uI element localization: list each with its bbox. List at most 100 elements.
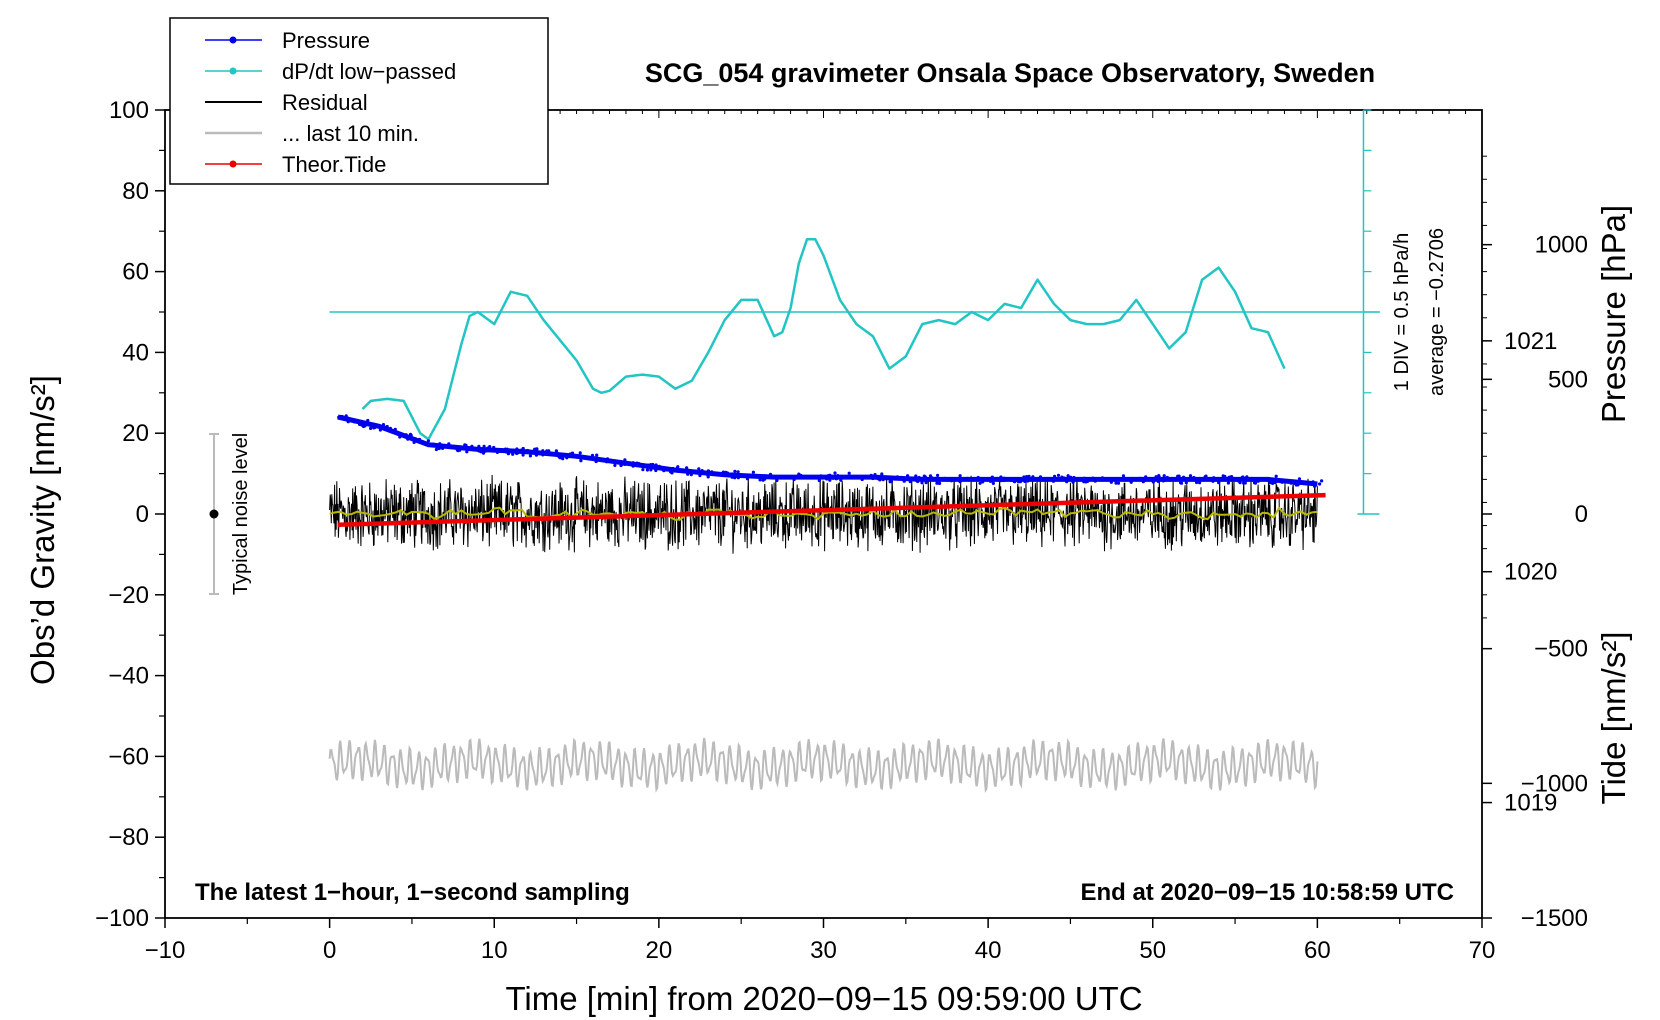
pressure-point: [879, 474, 884, 478]
pressure-point: [492, 445, 496, 450]
pressure-point: [447, 442, 451, 446]
pressure-point: [736, 470, 740, 474]
pressure-point: [438, 442, 442, 446]
pressure-point: [465, 450, 469, 454]
pressure-point: [819, 474, 823, 478]
pressure-point: [657, 464, 661, 468]
pressure-point: [360, 423, 364, 427]
pressure-point: [999, 479, 1003, 483]
pressure-point: [769, 475, 773, 479]
pressure-point: [871, 476, 875, 481]
pressure-point: [1274, 474, 1278, 478]
pressure-point: [477, 444, 481, 448]
pressure-point: [671, 466, 675, 471]
pressure-point: [641, 468, 645, 472]
pressure-point: [965, 476, 970, 480]
y-tick-label: −60: [108, 743, 149, 770]
pressure-point: [930, 476, 934, 480]
pressure-point: [503, 447, 507, 451]
pressure-point: [675, 466, 680, 470]
pressure-point: [1297, 477, 1302, 481]
pressure-point: [1129, 480, 1133, 484]
pressure-point: [942, 476, 947, 480]
pressure-point: [662, 469, 666, 473]
pressure-point: [406, 437, 410, 441]
y-axis-ticks: −100 −80 −60 −40 −20 0 20 40 60 80 100: [95, 97, 165, 932]
pressure-point: [1039, 478, 1043, 482]
pressure-point: [413, 437, 418, 441]
chart-title: SCG_054 gravimeter Onsala Space Observat…: [645, 58, 1375, 88]
pressure-point: [933, 476, 938, 480]
pressure-point: [344, 415, 348, 420]
pressure-point: [410, 437, 414, 441]
pressure-point: [991, 481, 996, 485]
pressure-point: [686, 472, 690, 476]
pressure-point: [936, 473, 940, 477]
legend-marker: [229, 160, 237, 168]
pressure-point: [1157, 476, 1161, 480]
pressure-point: [1194, 477, 1198, 481]
tide-tick-label: −1000: [1521, 770, 1588, 797]
pressure-point: [506, 452, 510, 456]
pressure-point: [494, 448, 498, 452]
pressure-point: [1192, 475, 1196, 480]
pressure-point: [620, 462, 624, 466]
pressure-point: [730, 475, 734, 479]
pressure-point: [1116, 481, 1121, 485]
pressure-point: [354, 419, 358, 423]
pressure-point: [1144, 475, 1148, 479]
pressure-point: [719, 472, 723, 476]
last-10-min-series: [328, 737, 1319, 793]
pressure-point: [815, 475, 819, 479]
pressure-point: [1053, 474, 1057, 478]
pressure-point: [558, 456, 562, 460]
pressure-point: [796, 476, 800, 480]
pressure-point: [477, 449, 481, 453]
pressure-point: [593, 456, 597, 460]
pressure-axis-ticks: 1019 1020 1021: [1482, 155, 1557, 817]
pressure-point: [396, 431, 400, 435]
pressure-point: [1018, 480, 1023, 484]
pressure-point: [1267, 479, 1271, 483]
pressure-point: [935, 479, 939, 483]
legend-label: Theor.Tide: [282, 152, 386, 177]
pressure-point: [534, 453, 539, 457]
pressure-point: [697, 467, 701, 471]
pressure-point: [1179, 481, 1183, 485]
pressure-point: [623, 462, 627, 466]
pressure-point: [654, 463, 658, 467]
pressure-series: [337, 414, 1324, 488]
pressure-point: [1109, 480, 1113, 484]
pressure-point: [1002, 476, 1006, 480]
pressure-point: [1031, 475, 1035, 479]
pressure-point: [1238, 481, 1242, 485]
pressure-point: [761, 478, 765, 482]
legend-label: Pressure: [282, 28, 370, 53]
pressure-point: [1138, 476, 1142, 480]
pressure-point: [349, 417, 353, 421]
pressure-point: [1065, 480, 1069, 484]
pressure-point: [1318, 482, 1322, 486]
pressure-point: [1151, 480, 1155, 484]
x-tick-label: 20: [646, 937, 673, 964]
pressure-point: [1226, 481, 1230, 485]
pressure-point: [1168, 478, 1173, 482]
x-axis-ticks: −10 0 10 20 30 40 50 60 70: [145, 918, 1495, 964]
tide-tick-label: −500: [1534, 636, 1588, 663]
pressure-point: [727, 474, 731, 478]
pressure-point: [724, 470, 728, 474]
pressure-point: [923, 475, 927, 479]
dpdt-series: [329, 238, 1380, 441]
pressure-point: [1027, 474, 1031, 478]
end-time-note: End at 2020−09−15 10:58:59 UTC: [1080, 879, 1454, 906]
pressure-point: [1245, 475, 1249, 479]
pressure-point: [1252, 479, 1256, 483]
x-axis-label: Time [min] from 2020−09−15 09:59:00 UTC: [505, 980, 1142, 1017]
pressure-point: [1067, 476, 1071, 480]
y-tick-label: 80: [122, 178, 149, 205]
pressure-point: [831, 476, 835, 480]
legend-items: Pressure dP/dt low−passed Residual ... last…: [205, 28, 456, 177]
pressure-point: [956, 478, 960, 482]
pressure-tick-label: 1019: [1504, 790, 1557, 817]
